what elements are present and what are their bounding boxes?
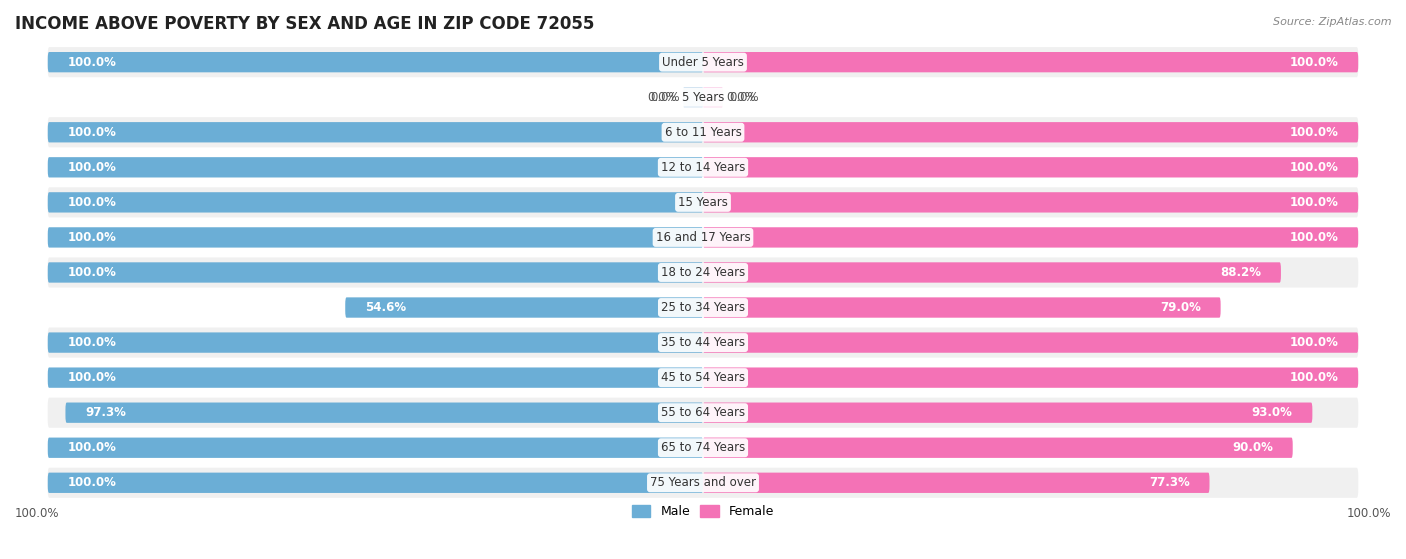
Text: 100.0%: 100.0% [15,508,59,520]
Text: 100.0%: 100.0% [1289,231,1339,244]
FancyBboxPatch shape [48,52,703,72]
FancyBboxPatch shape [48,157,703,178]
Text: 12 to 14 Years: 12 to 14 Years [661,161,745,174]
FancyBboxPatch shape [703,297,1220,318]
Text: 100.0%: 100.0% [67,371,117,384]
Text: 100.0%: 100.0% [67,266,117,279]
Text: 100.0%: 100.0% [67,161,117,174]
Text: 100.0%: 100.0% [67,441,117,454]
Text: 100.0%: 100.0% [1347,508,1391,520]
FancyBboxPatch shape [703,472,1209,493]
Text: 0.0%: 0.0% [651,91,681,104]
Text: 55 to 64 Years: 55 to 64 Years [661,406,745,419]
FancyBboxPatch shape [48,192,703,212]
FancyBboxPatch shape [703,52,1358,72]
Text: 65 to 74 Years: 65 to 74 Years [661,441,745,454]
Text: 100.0%: 100.0% [1289,371,1339,384]
FancyBboxPatch shape [346,297,703,318]
FancyBboxPatch shape [703,192,1358,212]
FancyBboxPatch shape [703,87,723,107]
Text: 35 to 44 Years: 35 to 44 Years [661,336,745,349]
Text: 100.0%: 100.0% [1289,196,1339,209]
Text: 100.0%: 100.0% [67,126,117,139]
FancyBboxPatch shape [48,257,1358,287]
Text: 93.0%: 93.0% [1251,406,1292,419]
Text: INCOME ABOVE POVERTY BY SEX AND AGE IN ZIP CODE 72055: INCOME ABOVE POVERTY BY SEX AND AGE IN Z… [15,15,595,33]
FancyBboxPatch shape [48,438,703,458]
FancyBboxPatch shape [48,333,703,353]
FancyBboxPatch shape [48,262,703,283]
Text: 6 to 11 Years: 6 to 11 Years [665,126,741,139]
FancyBboxPatch shape [703,228,1358,248]
Text: 75 Years and over: 75 Years and over [650,476,756,489]
FancyBboxPatch shape [66,402,703,423]
Text: 100.0%: 100.0% [1289,161,1339,174]
Text: 45 to 54 Years: 45 to 54 Years [661,371,745,384]
Text: 0.0%: 0.0% [725,91,755,104]
FancyBboxPatch shape [48,363,1358,393]
Text: 100.0%: 100.0% [67,56,117,69]
Text: 15 Years: 15 Years [678,196,728,209]
Text: 100.0%: 100.0% [67,336,117,349]
FancyBboxPatch shape [703,122,1358,143]
FancyBboxPatch shape [48,122,703,143]
Text: Under 5 Years: Under 5 Years [662,56,744,69]
Text: 100.0%: 100.0% [67,476,117,489]
Text: 5 Years: 5 Years [682,91,724,104]
Legend: Male, Female: Male, Female [627,500,779,523]
FancyBboxPatch shape [48,222,1358,253]
FancyBboxPatch shape [48,468,1358,498]
FancyBboxPatch shape [48,292,1358,323]
FancyBboxPatch shape [48,47,1358,77]
FancyBboxPatch shape [703,262,1281,283]
FancyBboxPatch shape [48,187,1358,217]
Text: Source: ZipAtlas.com: Source: ZipAtlas.com [1274,17,1392,27]
Text: 0.0%: 0.0% [730,91,759,104]
FancyBboxPatch shape [48,228,703,248]
FancyBboxPatch shape [48,367,703,388]
FancyBboxPatch shape [703,402,1312,423]
Text: 16 and 17 Years: 16 and 17 Years [655,231,751,244]
FancyBboxPatch shape [48,433,1358,463]
FancyBboxPatch shape [703,157,1358,178]
Text: 54.6%: 54.6% [366,301,406,314]
Text: 88.2%: 88.2% [1220,266,1261,279]
FancyBboxPatch shape [703,367,1358,388]
Text: 25 to 34 Years: 25 to 34 Years [661,301,745,314]
Text: 100.0%: 100.0% [67,196,117,209]
FancyBboxPatch shape [48,82,1358,112]
FancyBboxPatch shape [48,117,1358,148]
Text: 90.0%: 90.0% [1232,441,1272,454]
FancyBboxPatch shape [703,333,1358,353]
FancyBboxPatch shape [48,397,1358,428]
Text: 100.0%: 100.0% [1289,336,1339,349]
Text: 18 to 24 Years: 18 to 24 Years [661,266,745,279]
Text: 97.3%: 97.3% [86,406,127,419]
FancyBboxPatch shape [683,87,703,107]
FancyBboxPatch shape [703,438,1292,458]
FancyBboxPatch shape [48,328,1358,358]
FancyBboxPatch shape [48,152,1358,182]
FancyBboxPatch shape [48,472,703,493]
Text: 0.0%: 0.0% [647,91,676,104]
Text: 79.0%: 79.0% [1160,301,1201,314]
Text: 77.3%: 77.3% [1149,476,1189,489]
Text: 100.0%: 100.0% [1289,126,1339,139]
Text: 100.0%: 100.0% [1289,56,1339,69]
Text: 100.0%: 100.0% [67,231,117,244]
